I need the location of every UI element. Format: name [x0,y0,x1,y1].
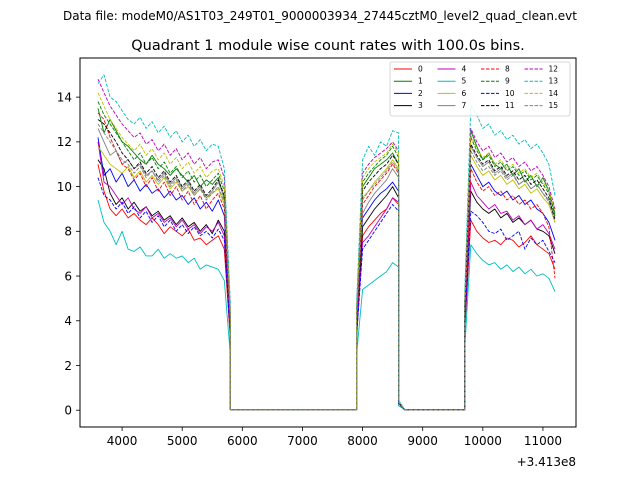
x-tick-label: 5000 [167,434,198,448]
series-line-3 [97,159,556,411]
legend-label-0: 0 [418,65,423,74]
x-tick-label: 4000 [107,434,138,448]
series-line-11 [97,119,556,411]
legend-label-6: 6 [462,89,467,98]
legend-box [389,61,571,117]
series-line-10 [97,177,556,411]
legend-label-8: 8 [505,65,510,74]
legend-label-5: 5 [462,77,467,86]
legend-label-11: 11 [505,101,515,110]
y-tick-label: 14 [57,90,72,104]
series-line-8 [97,112,556,411]
x-tick-label: 6000 [227,434,258,448]
legend-label-12: 12 [549,65,559,74]
x-tick-label: 8000 [347,434,378,448]
series-line-6 [97,146,556,411]
x-tick-label: 11000 [524,434,562,448]
x-tick-label: 7000 [287,434,318,448]
legend-label-7: 7 [462,101,467,110]
legend-label-1: 1 [418,77,423,86]
series-line-0 [97,164,556,411]
series-line-14 [97,92,556,411]
series-line-7 [97,128,556,411]
series-line-1 [97,108,556,411]
series-layer [97,74,556,411]
series-line-13 [97,74,556,411]
x-axis: 4000 5000 6000 7000 8000 9000 10000 11000 [107,427,562,448]
y-tick-label: 6 [64,269,72,283]
y-axis: 0 2 4 6 8 10 12 14 [57,90,80,418]
x-tick-label: 9000 [407,434,438,448]
plot-frame [79,57,577,428]
y-tick-label: 8 [64,225,72,239]
x-tick-label: 10000 [464,434,502,448]
legend-label-9: 9 [505,77,510,86]
series-line-12 [97,79,556,411]
legend-label-2: 2 [418,89,423,98]
legend-label-10: 10 [505,89,515,98]
series-line-15 [97,123,556,411]
legend-label-15: 15 [549,101,559,110]
suptitle: Data file: modeM0/AS1T03_249T01_90000039… [63,9,577,23]
x-offset-text: +3.413e8 [517,455,576,469]
legend-label-13: 13 [549,77,559,86]
legend-label-14: 14 [549,89,559,98]
chart-title: Quadrant 1 module wise count rates with … [131,38,525,54]
y-tick-label: 0 [64,404,72,418]
y-tick-label: 4 [64,314,72,328]
y-tick-label: 10 [57,180,72,194]
y-tick-label: 12 [57,135,72,149]
legend-label-3: 3 [418,101,423,110]
legend-label-4: 4 [462,65,467,74]
y-tick-label: 2 [64,359,72,373]
